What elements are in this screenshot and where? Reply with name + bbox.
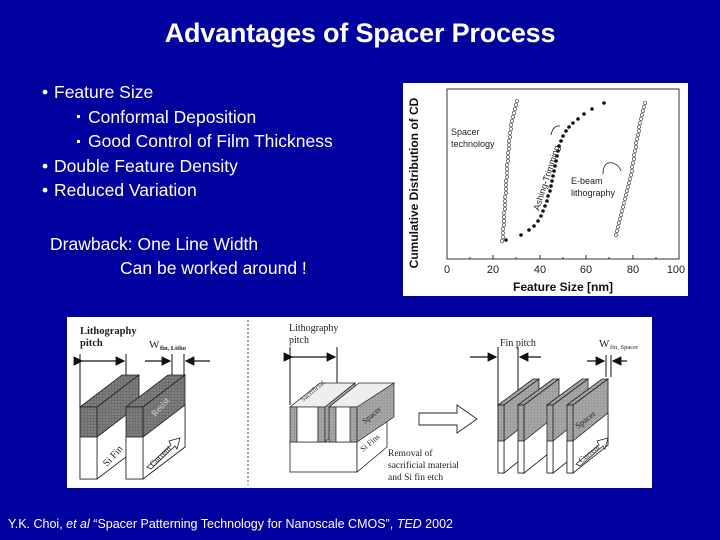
svg-text:40: 40 xyxy=(534,264,546,276)
citation-etal: et al xyxy=(66,517,90,531)
citation-journal: TED xyxy=(396,517,422,531)
drawback-workaround: Can be worked around ! xyxy=(120,258,307,278)
ebeam-pointer-arc xyxy=(602,162,622,175)
x-ticks xyxy=(446,255,680,259)
square-bullet-icon xyxy=(77,139,80,143)
x-axis-label: Feature Size [nm] xyxy=(513,280,613,294)
svg-text:fin, Litho: fin, Litho xyxy=(160,345,186,352)
annotation-spacer-line1: Spacer xyxy=(451,127,480,137)
spacer-process-diagram: Lithography pitch W fin, Litho Si Fin xyxy=(67,317,652,488)
sub-bullet-conformal-deposition: Conformal Deposition xyxy=(42,105,333,130)
series-ebeam xyxy=(613,100,647,237)
svg-text:fin, Spacer: fin, Spacer xyxy=(610,344,639,351)
current-arrow-icon xyxy=(575,437,609,467)
square-bullet-icon xyxy=(77,115,80,119)
bullet-dot-icon: • xyxy=(42,82,49,102)
citation-title: “Spacer Patterning Technology for Nanosc… xyxy=(93,517,394,531)
series-ashing-trimming xyxy=(504,101,606,242)
svg-text:and Si fin etch: and Si fin etch xyxy=(388,472,443,483)
svg-text:Lithography: Lithography xyxy=(80,326,137,337)
svg-text:Removal of: Removal of xyxy=(388,448,433,459)
chart-svg: 0 20 40 60 80 100 Feature Size [nm] Cumu… xyxy=(407,88,685,294)
series-spacer xyxy=(500,98,520,243)
bullet-dot-icon: • xyxy=(42,155,49,176)
annotation-ebeam-line2: lithography xyxy=(571,188,616,198)
svg-text:0: 0 xyxy=(444,264,450,276)
svg-text:Lithography: Lithography xyxy=(289,323,338,334)
y-axis-label: Cumulative Distribution of CD xyxy=(407,97,421,268)
citation: Y.K. Choi, et al “Spacer Patterning Tech… xyxy=(8,517,453,531)
annotation-ebeam-line1: E-beam xyxy=(571,176,603,186)
process-arrow-icon xyxy=(418,404,478,434)
ashing-pointer-arc xyxy=(550,125,561,136)
drawback-note: Drawback: One Line Width Can be worked a… xyxy=(50,232,307,280)
sub-bullet-film-thickness: Good Control of Film Thickness xyxy=(42,129,333,154)
left-panel-litho-fins: Lithography pitch W fin, Litho Si Fin xyxy=(73,326,210,480)
chart-annotations: Spacer technology Ashing-Trimming E-beam… xyxy=(451,127,616,212)
svg-text:W: W xyxy=(149,339,160,351)
bullet-feature-size: • Feature Size xyxy=(42,80,333,105)
citation-author: Y.K. Choi, xyxy=(8,517,63,531)
annotation-spacer-line2: technology xyxy=(451,139,495,149)
svg-text:60: 60 xyxy=(580,264,592,276)
bullet-reduced-variation: • Reduced Variation xyxy=(42,178,333,203)
svg-text:pitch: pitch xyxy=(80,338,103,349)
svg-text:100: 100 xyxy=(667,264,685,276)
svg-text:Fin pitch: Fin pitch xyxy=(500,338,536,349)
drawback-line: Drawback: One Line Width xyxy=(50,234,259,254)
citation-year: 2002 xyxy=(425,517,453,531)
plot-frame xyxy=(446,88,680,260)
right-panel-spacer-fins: Fin pitch W fin, Spacer xyxy=(470,338,639,474)
svg-text:W: W xyxy=(599,338,610,350)
middle-panel-sacrificial: Lithography pitch Sacrificial Spacer Si … xyxy=(283,323,478,483)
bullet-list: • Feature Size Conformal Deposition Good … xyxy=(42,80,333,203)
bullet-dot-icon: • xyxy=(42,180,49,200)
svg-text:sacrificial material: sacrificial material xyxy=(388,460,459,471)
diagram-svg: Lithography pitch W fin, Litho Si Fin xyxy=(73,320,639,485)
svg-text:20: 20 xyxy=(487,264,499,276)
x-tick-labels: 0 20 40 60 80 100 xyxy=(444,264,685,276)
bullet-double-density: • Double Feature Density xyxy=(42,154,333,179)
slide-title: Advantages of Spacer Process xyxy=(164,18,556,48)
cd-distribution-chart: 0 20 40 60 80 100 Feature Size [nm] Cumu… xyxy=(403,83,688,296)
svg-text:pitch: pitch xyxy=(289,335,309,346)
svg-text:80: 80 xyxy=(627,264,639,276)
